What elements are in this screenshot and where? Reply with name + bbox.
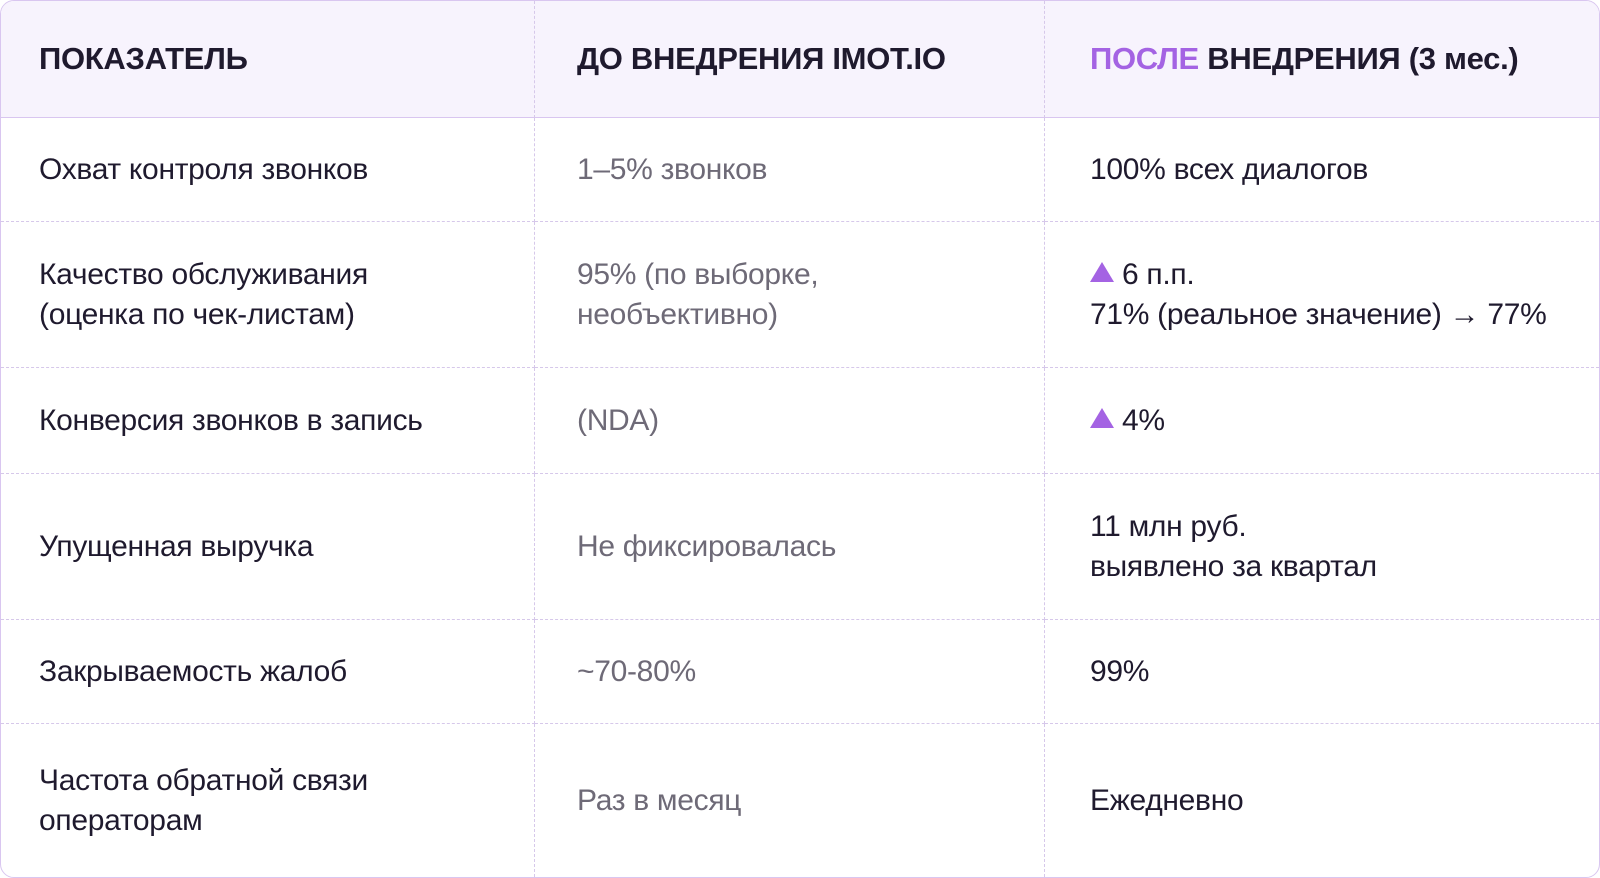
after-value: 100% всех диалогов	[1090, 152, 1369, 186]
triangle-up-icon	[1090, 261, 1114, 282]
metric-label-line2: операторам	[39, 803, 203, 837]
after-value-line1: 11 млн руб.	[1090, 509, 1247, 543]
header-before-label: ДО ВНЕДРЕНИЯ IMOT.IO	[577, 41, 946, 76]
row-1-before: 1–5% звонков	[535, 118, 1045, 222]
triangle-up-icon	[1090, 407, 1114, 428]
before-value: 1–5% звонков	[577, 152, 768, 186]
header-metric: ПОКАЗАТЕЛЬ	[1, 1, 535, 118]
metric-label: Закрываемость жалоб	[39, 654, 347, 688]
after-detail: 71% (реальное значение) → 77%	[1090, 297, 1547, 331]
header-after: ПОСЛЕ ВНЕДРЕНИЯ (3 мес.)	[1045, 1, 1599, 118]
after-delta: 4%	[1122, 403, 1165, 437]
row-6-before: Раз в месяц	[535, 724, 1045, 877]
metric-label: Конверсия звонков в запись	[39, 403, 423, 437]
row-1-after: 100% всех диалогов	[1045, 118, 1599, 222]
row-4-before: Не фиксировалась	[535, 474, 1045, 620]
after-delta: 6 п.п.	[1122, 257, 1195, 291]
header-before: ДО ВНЕДРЕНИЯ IMOT.IO	[535, 1, 1045, 118]
row-5-before: ~70-80%	[535, 620, 1045, 724]
header-metric-label: ПОКАЗАТЕЛЬ	[39, 41, 248, 76]
before-value: ~70-80%	[577, 654, 696, 688]
row-3-metric: Конверсия звонков в запись	[1, 368, 535, 474]
before-value: (NDA)	[577, 403, 659, 437]
before-value: Не фиксировалась	[577, 529, 837, 563]
row-4-metric: Упущенная выручка	[1, 474, 535, 620]
row-2-before: 95% (по выборке, необъективно)	[535, 222, 1045, 368]
metric-label: Упущенная выручка	[39, 529, 314, 563]
row-5-metric: Закрываемость жалоб	[1, 620, 535, 724]
row-4-after: 11 млн руб. выявлено за квартал	[1045, 474, 1599, 620]
row-2-metric: Качество обслуживания (оценка по чек-лис…	[1, 222, 535, 368]
row-3-after: 4%	[1045, 368, 1599, 474]
row-1-metric: Охват контроля звонков	[1, 118, 535, 222]
before-value-line1: 95% (по выборке,	[577, 257, 819, 291]
after-value: Ежедневно	[1090, 783, 1244, 817]
before-value-line2: необъективно)	[577, 297, 778, 331]
after-value: 99%	[1090, 654, 1150, 688]
metric-label-line1: Качество обслуживания	[39, 257, 368, 291]
row-6-after: Ежедневно	[1045, 724, 1599, 877]
row-5-after: 99%	[1045, 620, 1599, 724]
metric-label-line1: Частота обратной связи	[39, 763, 368, 797]
before-value: Раз в месяц	[577, 783, 742, 817]
after-value-line2: выявлено за квартал	[1090, 549, 1377, 583]
header-after-accent: ПОСЛЕ	[1090, 41, 1199, 76]
row-3-before: (NDA)	[535, 368, 1045, 474]
row-2-after: 6 п.п. 71% (реальное значение) → 77%	[1045, 222, 1599, 368]
header-after-label: ВНЕДРЕНИЯ (3 мес.)	[1198, 41, 1519, 76]
metric-label-line2: (оценка по чек-листам)	[39, 297, 355, 331]
row-6-metric: Частота обратной связи операторам	[1, 724, 535, 877]
metric-label: Охват контроля звонков	[39, 152, 369, 186]
